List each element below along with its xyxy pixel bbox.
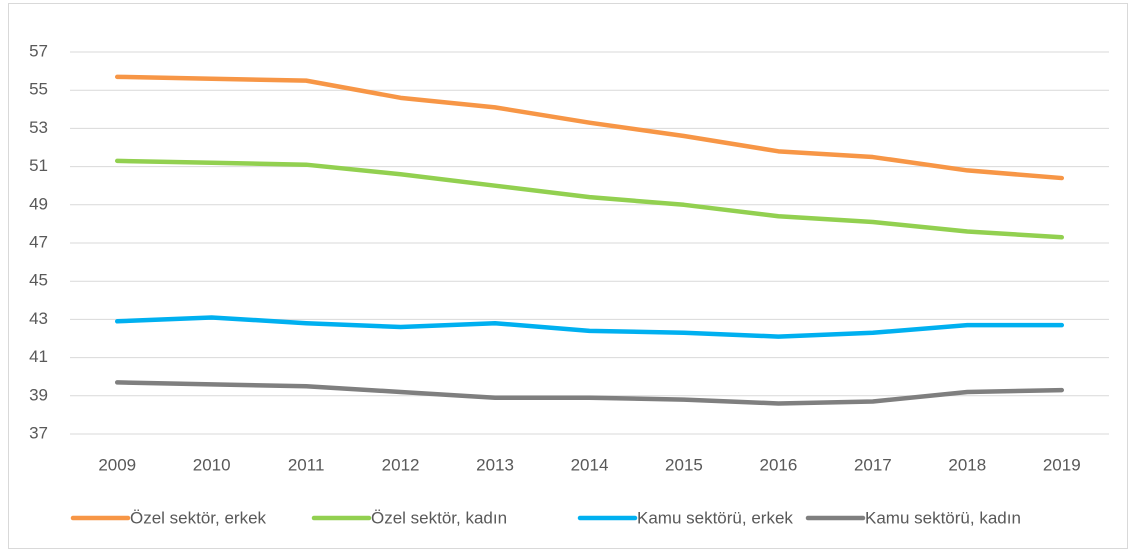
x-tick-label: 2012: [382, 455, 420, 474]
series-line: [114, 315, 1065, 339]
y-tick-label: 53: [29, 118, 48, 137]
chart-border: [8, 3, 1128, 549]
legend-label: Özel sektör, erkek: [130, 508, 267, 527]
y-tick-label: 47: [29, 232, 48, 251]
x-tick-label: 2018: [948, 455, 986, 474]
y-tick-label: 41: [29, 347, 48, 366]
x-tick-label: 2013: [476, 455, 514, 474]
x-tick-label: 2011: [288, 455, 325, 474]
x-tick-label: 2014: [571, 455, 609, 474]
legend-label: Kamu sektörü, kadın: [865, 508, 1021, 527]
y-tick-label: 37: [29, 423, 48, 442]
legend-label: Özel sektör, kadın: [371, 508, 507, 527]
y-tick-label: 51: [29, 156, 48, 175]
series-line: [114, 380, 1065, 406]
y-tick-label: 57: [29, 41, 48, 60]
y-tick-label: 39: [29, 385, 48, 404]
x-tick-label: 2010: [193, 455, 231, 474]
x-tick-label: 2019: [1043, 455, 1081, 474]
series-line: [114, 158, 1065, 240]
y-tick-label: 49: [29, 194, 48, 213]
x-tick-label: 2016: [759, 455, 797, 474]
x-tick-label: 2017: [854, 455, 892, 474]
y-tick-label: 45: [29, 271, 48, 290]
y-tick-label: 43: [29, 309, 48, 328]
x-tick-label: 2015: [665, 455, 703, 474]
series-line: [114, 74, 1065, 181]
x-tick-label: 2009: [98, 455, 136, 474]
y-tick-label: 55: [29, 80, 48, 99]
legend-label: Kamu sektörü, erkek: [637, 508, 793, 527]
